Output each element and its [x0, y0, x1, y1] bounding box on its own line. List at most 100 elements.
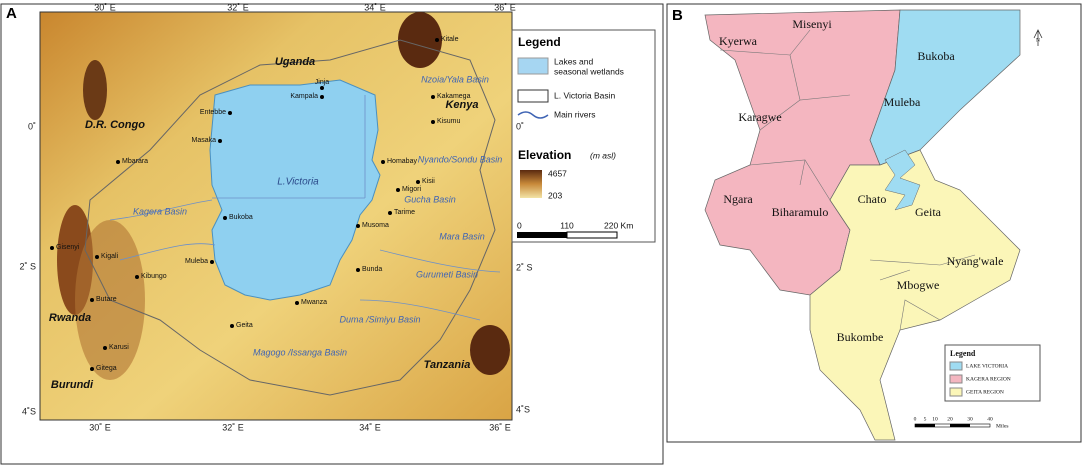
basin-label: Gurumeti Basin: [416, 269, 478, 279]
legend-item: GEITA REGION: [966, 389, 1004, 395]
scale-label: 20: [947, 416, 953, 422]
highland: [83, 60, 107, 120]
town-label: Tarime: [394, 209, 415, 216]
legend-swatch-lake: [949, 361, 963, 371]
town-dot: [223, 216, 227, 220]
scale-bar: [566, 231, 618, 239]
legend-item: KAGERA REGION: [966, 376, 1011, 382]
longitude-label: 34˚ E: [359, 422, 381, 432]
legend-title: Legend: [518, 35, 561, 49]
district-label: Chato: [858, 192, 887, 206]
scale-label: 10: [932, 416, 938, 422]
town-dot: [135, 275, 139, 279]
town-dot: [388, 211, 392, 215]
town-dot: [431, 95, 435, 99]
town-label: Entebbe: [200, 109, 226, 116]
town-dot: [95, 255, 99, 259]
latitude-label: 0˚: [516, 121, 524, 131]
town-label: Gitega: [96, 365, 117, 372]
district-label: Biharamulo: [772, 205, 829, 219]
legend-item: Lakes and: [554, 56, 593, 66]
town-label: Muleba: [185, 258, 208, 265]
legend-swatch-river: [517, 111, 549, 119]
district-label: Mbogwe: [897, 278, 940, 292]
town-label: Kitale: [441, 36, 459, 43]
district-label: Kyerwa: [719, 34, 758, 48]
district-label: Bukoba: [917, 49, 955, 63]
district-label: Muleba: [884, 95, 921, 109]
panel-a: A 30˚ E 32˚ E 34˚ E 36˚ E 30˚ E 32˚ E 34˚ E 36˚ …: [6, 2, 656, 432]
longitude-label: 34˚ E: [364, 2, 386, 12]
town-dot: [431, 120, 435, 124]
district-label: Misenyi: [792, 17, 832, 31]
north-label: N: [1036, 37, 1040, 43]
latitude-label: 2˚ S: [516, 262, 533, 272]
country-label: Rwanda: [49, 312, 91, 324]
town-dot: [356, 224, 360, 228]
legend-swatch-kagera: [949, 374, 963, 384]
town-dot: [381, 160, 385, 164]
town-dot: [218, 139, 222, 143]
scale-label: 110: [560, 220, 574, 230]
town-dot: [210, 260, 214, 264]
longitude-label: 30˚ E: [94, 2, 116, 12]
town-dot: [230, 324, 234, 328]
town-dot: [320, 95, 324, 99]
scale-label: 40: [987, 416, 993, 422]
longitude-label: 36˚ E: [494, 2, 516, 12]
river: [109, 95, 501, 321]
basin-label: Magogo /Issanga Basin: [253, 347, 347, 357]
longitude-label: 32˚ E: [222, 422, 244, 432]
scale-bar: [950, 424, 970, 427]
legend-elevation-title: Elevation: [518, 148, 571, 162]
basin-label: Nzoia/Yala Basin: [421, 74, 489, 84]
town-label: Butare: [96, 296, 117, 303]
latitude-label: 4˚S: [516, 404, 530, 414]
scale-label: 220 Km: [604, 220, 633, 230]
town-label: Bunda: [362, 266, 382, 273]
basin-boundary: [84, 39, 496, 396]
legend-item: LAKE VICTORIA: [966, 363, 1008, 369]
country-label: Uganda: [275, 56, 315, 68]
legend-swatch-basin: [517, 89, 549, 103]
legend-swatch-geita: [949, 387, 963, 397]
latitude-label: 4˚S: [22, 406, 36, 416]
town-label: Jinja: [315, 79, 330, 86]
lake-victoria: [209, 79, 381, 301]
basin-label: Nyando/Sondu Basin: [418, 154, 503, 164]
scale-label: 0: [517, 220, 522, 230]
district-label: Nyang'wale: [947, 254, 1004, 268]
basin-label: Mara Basin: [439, 231, 485, 241]
highland: [470, 325, 510, 375]
longitude-label: 32˚ E: [227, 2, 249, 12]
town-label: Musoma: [362, 222, 389, 229]
town-dot: [356, 268, 360, 272]
basin-label: Duma /Simiyu Basin: [339, 314, 420, 324]
district-boundary: [719, 29, 976, 331]
latitude-label: 2˚ S: [19, 261, 36, 271]
town-label: Masaka: [191, 137, 216, 144]
town-dot: [320, 86, 324, 90]
north-arrow: [1033, 29, 1043, 46]
scale-bar: [517, 232, 567, 238]
legend-item: seasonal wetlands: [554, 66, 624, 76]
legend-item: L. Victoria Basin: [554, 90, 616, 100]
basin-label: Gucha Basin: [404, 194, 456, 204]
legend-swatch-lake: [517, 57, 549, 75]
geita-region: [809, 149, 1021, 441]
highland: [398, 12, 442, 68]
lake-inlet: [884, 149, 921, 211]
basin-label: Kagera Basin: [133, 206, 187, 216]
town-label: Gisenyi: [56, 244, 80, 251]
scale-label: 5: [924, 416, 927, 422]
panel-b: B Kyerwa Misenyi Bukoba Karagwe Muleba Ngara Bi…: [672, 7, 1043, 441]
country-label: Tanzania: [424, 359, 471, 371]
country-label: Kenya: [445, 99, 478, 111]
town-dot: [103, 346, 107, 350]
town-dot: [90, 367, 94, 371]
town-dot: [116, 160, 120, 164]
town-dot: [435, 38, 439, 42]
panel-label: A: [6, 5, 17, 22]
longitude-label: 36˚ E: [489, 422, 511, 432]
